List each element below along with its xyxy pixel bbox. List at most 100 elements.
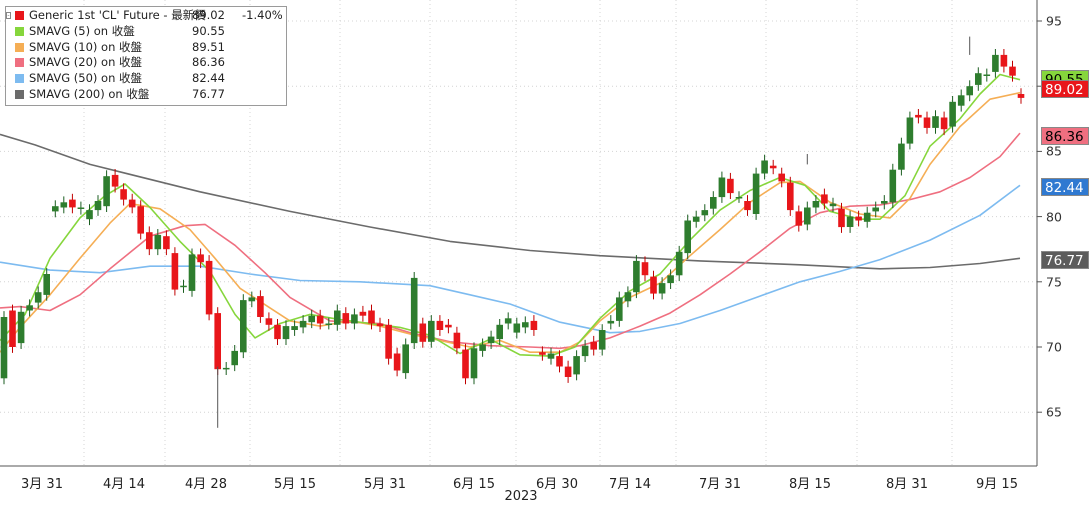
candle-body <box>787 182 794 211</box>
candle-body <box>9 310 16 347</box>
candle-body <box>376 323 384 327</box>
legend-row-sma20[interactable]: SMAVG (20) on 收盤 86.36 <box>6 55 286 71</box>
candle-body <box>616 297 623 321</box>
candle-body <box>607 320 615 324</box>
candle-body <box>983 74 991 76</box>
collapse-icon[interactable]: - <box>6 12 11 19</box>
candle-body <box>590 341 597 350</box>
candle-body <box>94 201 102 211</box>
legend-value: 82.44 <box>192 71 225 86</box>
legend-row-sma5[interactable]: SMAVG (5) on 收盤 90.55 <box>6 24 286 40</box>
legend-label: SMAVG (50) on 收盤 <box>29 71 143 86</box>
candle-body <box>966 86 973 96</box>
candle-body <box>257 296 264 317</box>
legend-label: Generic 1st 'CL' Future - 最新價 <box>29 8 206 22</box>
legend-row-sma200[interactable]: SMAVG (200) on 收盤 76.77 <box>6 87 286 103</box>
candle-body <box>462 349 469 379</box>
value-tag: 89.02 <box>1041 80 1089 98</box>
y-tick-label: 95 <box>1046 13 1062 29</box>
candle-body <box>846 216 854 227</box>
candle-body <box>812 201 820 208</box>
candle-body <box>1009 66 1016 76</box>
sma50-line <box>0 184 1021 334</box>
candle-body <box>957 95 965 106</box>
candle-body <box>898 143 905 170</box>
candle-body <box>419 323 427 342</box>
candle-body <box>718 177 726 198</box>
candle-body <box>299 320 307 328</box>
candle-body <box>410 277 418 344</box>
candle-body <box>26 305 33 311</box>
candle-body <box>274 324 281 340</box>
candle-body <box>633 260 640 293</box>
candle-body <box>402 344 409 374</box>
value-tag: 82.44 <box>1041 177 1089 196</box>
x-tick-label: 8月 31 <box>886 477 928 492</box>
candle-body <box>701 210 709 216</box>
legend-swatch-sma5 <box>15 26 24 36</box>
candle-body <box>573 356 580 375</box>
legend-row-price[interactable]: - Generic 1st 'CL' Future - 最新價 89.02 -1… <box>6 8 286 24</box>
candle-body <box>351 314 358 324</box>
legend-value: 76.77 <box>192 86 225 101</box>
candle-body <box>1017 94 1025 98</box>
candle-body <box>248 297 256 302</box>
legend-label: SMAVG (10) on 收盤 <box>29 39 143 54</box>
candle-body <box>240 300 247 353</box>
candle-body <box>641 262 649 276</box>
candle-body <box>342 313 350 324</box>
candle-body <box>710 197 717 209</box>
candle-body <box>855 216 862 221</box>
candle-body <box>821 194 828 204</box>
legend-row-sma10[interactable]: SMAVG (10) on 收盤 89.51 <box>6 40 286 56</box>
x-tick-label: 6月 30 <box>536 477 578 492</box>
x-tick-label: 4月 14 <box>103 477 145 492</box>
candle-body <box>487 336 495 344</box>
y-tick-label: 75 <box>1046 274 1062 290</box>
candle-body <box>334 310 341 325</box>
legend-value: 89.51 <box>192 39 225 54</box>
x-tick-label: 7月 31 <box>699 477 741 492</box>
legend-value: 86.36 <box>192 55 225 70</box>
candle-body <box>735 197 743 199</box>
sma20-line <box>0 132 1021 350</box>
legend-value: 90.55 <box>192 23 225 38</box>
candle-body <box>992 54 999 72</box>
legend-row-sma50[interactable]: SMAVG (50) on 收盤 82.44 <box>6 71 286 87</box>
x-tick-label: 7月 14 <box>609 477 651 492</box>
legend-swatch-price <box>15 11 24 20</box>
candle-body <box>103 176 110 207</box>
candle-body <box>393 353 401 371</box>
candle-body <box>932 116 939 128</box>
candle-body <box>154 234 162 250</box>
candle-body <box>940 117 948 130</box>
x-tick-label: 8月 15 <box>789 477 831 492</box>
candle-body <box>881 201 888 204</box>
legend-swatch-sma20 <box>15 58 24 68</box>
candle-body <box>1000 54 1008 67</box>
candle-body <box>69 199 76 208</box>
candle-body <box>120 189 127 200</box>
candle-body <box>436 320 444 330</box>
legend-swatch-sma50 <box>15 74 24 84</box>
x-tick-label: 5月 31 <box>364 477 406 492</box>
x-tick-label: 9月 15 <box>976 477 1018 492</box>
candle-body <box>658 283 666 294</box>
candle-body <box>77 207 85 209</box>
legend-value: 89.02 <box>192 8 225 22</box>
legend-change: -1.40% <box>242 8 283 22</box>
candle-body <box>188 254 196 291</box>
candle-body <box>60 202 68 208</box>
sma200-line <box>0 133 1021 270</box>
sma10-line <box>0 91 1021 353</box>
candle-body <box>265 318 273 325</box>
legend-label: SMAVG (200) on 收盤 <box>29 86 150 101</box>
candle-body <box>675 251 683 276</box>
candle-body <box>128 199 136 208</box>
y-tick-label: 65 <box>1046 404 1062 420</box>
candle-body <box>308 315 315 323</box>
candle-body <box>137 206 144 234</box>
candle-body <box>522 322 529 328</box>
